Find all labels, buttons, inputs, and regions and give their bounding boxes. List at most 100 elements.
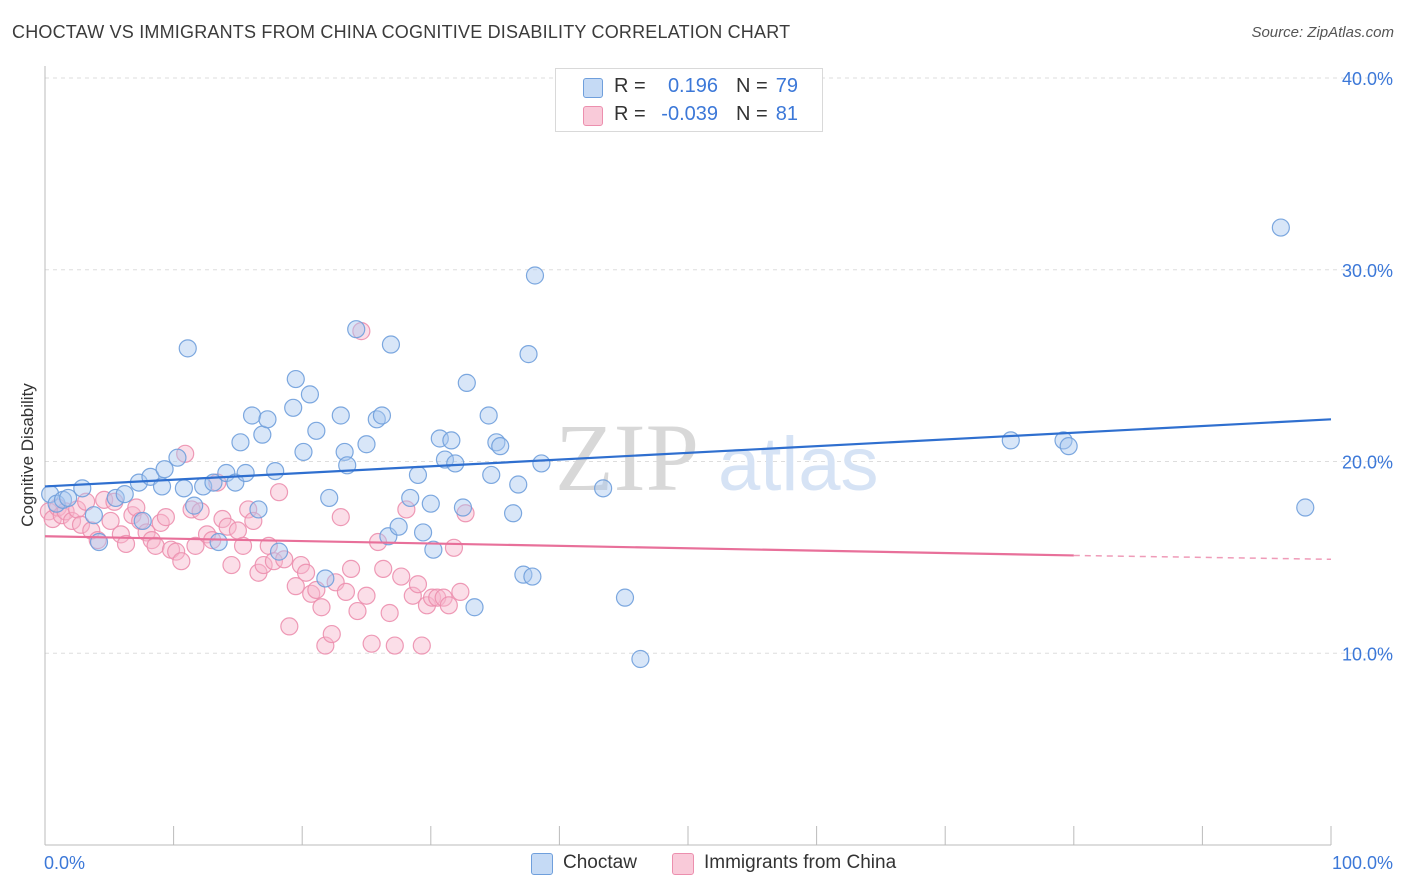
x-tick-label: 100.0% <box>1332 853 1393 873</box>
data-point <box>116 534 136 554</box>
data-point <box>532 454 551 473</box>
data-point <box>403 586 422 605</box>
watermark-atlas: atlas <box>718 422 879 507</box>
n-label: N = <box>736 75 768 97</box>
stats-legend: R = 0.196 N = 79 R = -0.039 N = 81 <box>555 68 823 132</box>
data-point <box>341 559 361 578</box>
trend-lines <box>44 418 1332 561</box>
y-tick-label: 40.0% <box>1342 69 1393 89</box>
data-point <box>168 448 187 467</box>
data-point <box>249 500 268 519</box>
data-point <box>408 575 428 594</box>
data-point <box>155 460 174 479</box>
data-point <box>424 540 443 559</box>
data-point <box>300 385 320 404</box>
data-point <box>335 442 354 462</box>
tick-labels: 10.0% 20.0% 30.0% 40.0% 0.0% 100.0% <box>44 69 1393 873</box>
data-point <box>266 461 285 481</box>
data-point <box>457 373 476 392</box>
data-point <box>509 475 528 494</box>
data-point <box>519 345 538 364</box>
watermark: ZIP atlas <box>555 404 879 511</box>
data-point <box>73 479 92 498</box>
grid-lines <box>45 77 1392 654</box>
data-point <box>106 488 125 508</box>
data-point <box>412 636 431 655</box>
data-point <box>372 406 392 425</box>
data-point <box>77 492 96 511</box>
data-point <box>1059 437 1078 456</box>
data-point <box>320 488 339 508</box>
data-point <box>408 465 428 485</box>
data-point <box>307 421 326 440</box>
data-point <box>242 406 262 425</box>
data-point <box>381 335 401 354</box>
data-point <box>269 483 289 502</box>
data-point <box>286 577 305 596</box>
data-point <box>316 636 335 655</box>
data-point <box>430 429 449 448</box>
data-point <box>482 465 501 485</box>
data-point <box>357 435 376 454</box>
data-point <box>178 339 197 358</box>
r-label: R = <box>614 75 646 97</box>
data-point <box>71 515 91 534</box>
legend-label-choctaw: Choctaw <box>563 852 637 873</box>
data-point <box>312 598 331 617</box>
data-point <box>156 508 175 527</box>
data-point <box>615 588 635 607</box>
data-point <box>446 454 465 473</box>
data-point <box>258 410 277 429</box>
stats-row-china: R = -0.039 N = 81 <box>556 101 822 129</box>
stats-row-choctaw: R = 0.196 N = 79 <box>556 73 822 101</box>
r-value: 0.196 <box>667 75 718 97</box>
data-point <box>59 488 78 508</box>
data-point <box>236 463 255 483</box>
data-point <box>525 266 545 285</box>
data-point <box>62 511 82 531</box>
r-value: -0.039 <box>661 103 718 125</box>
data-point <box>1001 431 1020 450</box>
data-point <box>280 617 299 636</box>
source-label: Source: ZipAtlas.com <box>1251 24 1394 41</box>
data-point <box>174 479 193 498</box>
data-point <box>491 437 510 456</box>
data-point <box>218 517 237 536</box>
data-point <box>357 586 376 605</box>
n-value: 79 <box>775 75 798 97</box>
choctaw-swatch <box>531 853 553 875</box>
data-point <box>244 511 263 531</box>
data-point <box>631 649 650 669</box>
series-immigrants-from-china <box>39 322 475 655</box>
data-point <box>322 624 341 644</box>
data-point <box>152 477 172 496</box>
data-point <box>222 555 241 575</box>
data-point <box>389 517 408 536</box>
data-point <box>167 542 186 561</box>
x-tick-label: 0.0% <box>44 853 85 873</box>
data-point <box>413 523 433 542</box>
data-point <box>84 506 103 525</box>
data-point <box>435 450 455 469</box>
data-point <box>1296 498 1315 517</box>
choctaw-swatch <box>583 78 603 98</box>
data-point <box>185 496 204 515</box>
data-point <box>146 536 165 555</box>
data-point <box>1271 218 1290 237</box>
data-point <box>296 563 316 582</box>
data-point <box>362 634 381 653</box>
data-point <box>442 431 461 450</box>
series-legend: Choctaw Immigrants from China <box>0 852 1406 878</box>
data-point <box>331 508 350 527</box>
data-point <box>101 511 120 531</box>
data-point <box>231 433 250 452</box>
data-point <box>336 582 356 601</box>
data-point <box>421 494 440 513</box>
data-point <box>151 513 170 532</box>
axes <box>44 66 1332 846</box>
data-point <box>594 479 613 498</box>
china-swatch <box>583 106 603 126</box>
data-point <box>254 555 273 575</box>
china-swatch <box>672 853 694 875</box>
